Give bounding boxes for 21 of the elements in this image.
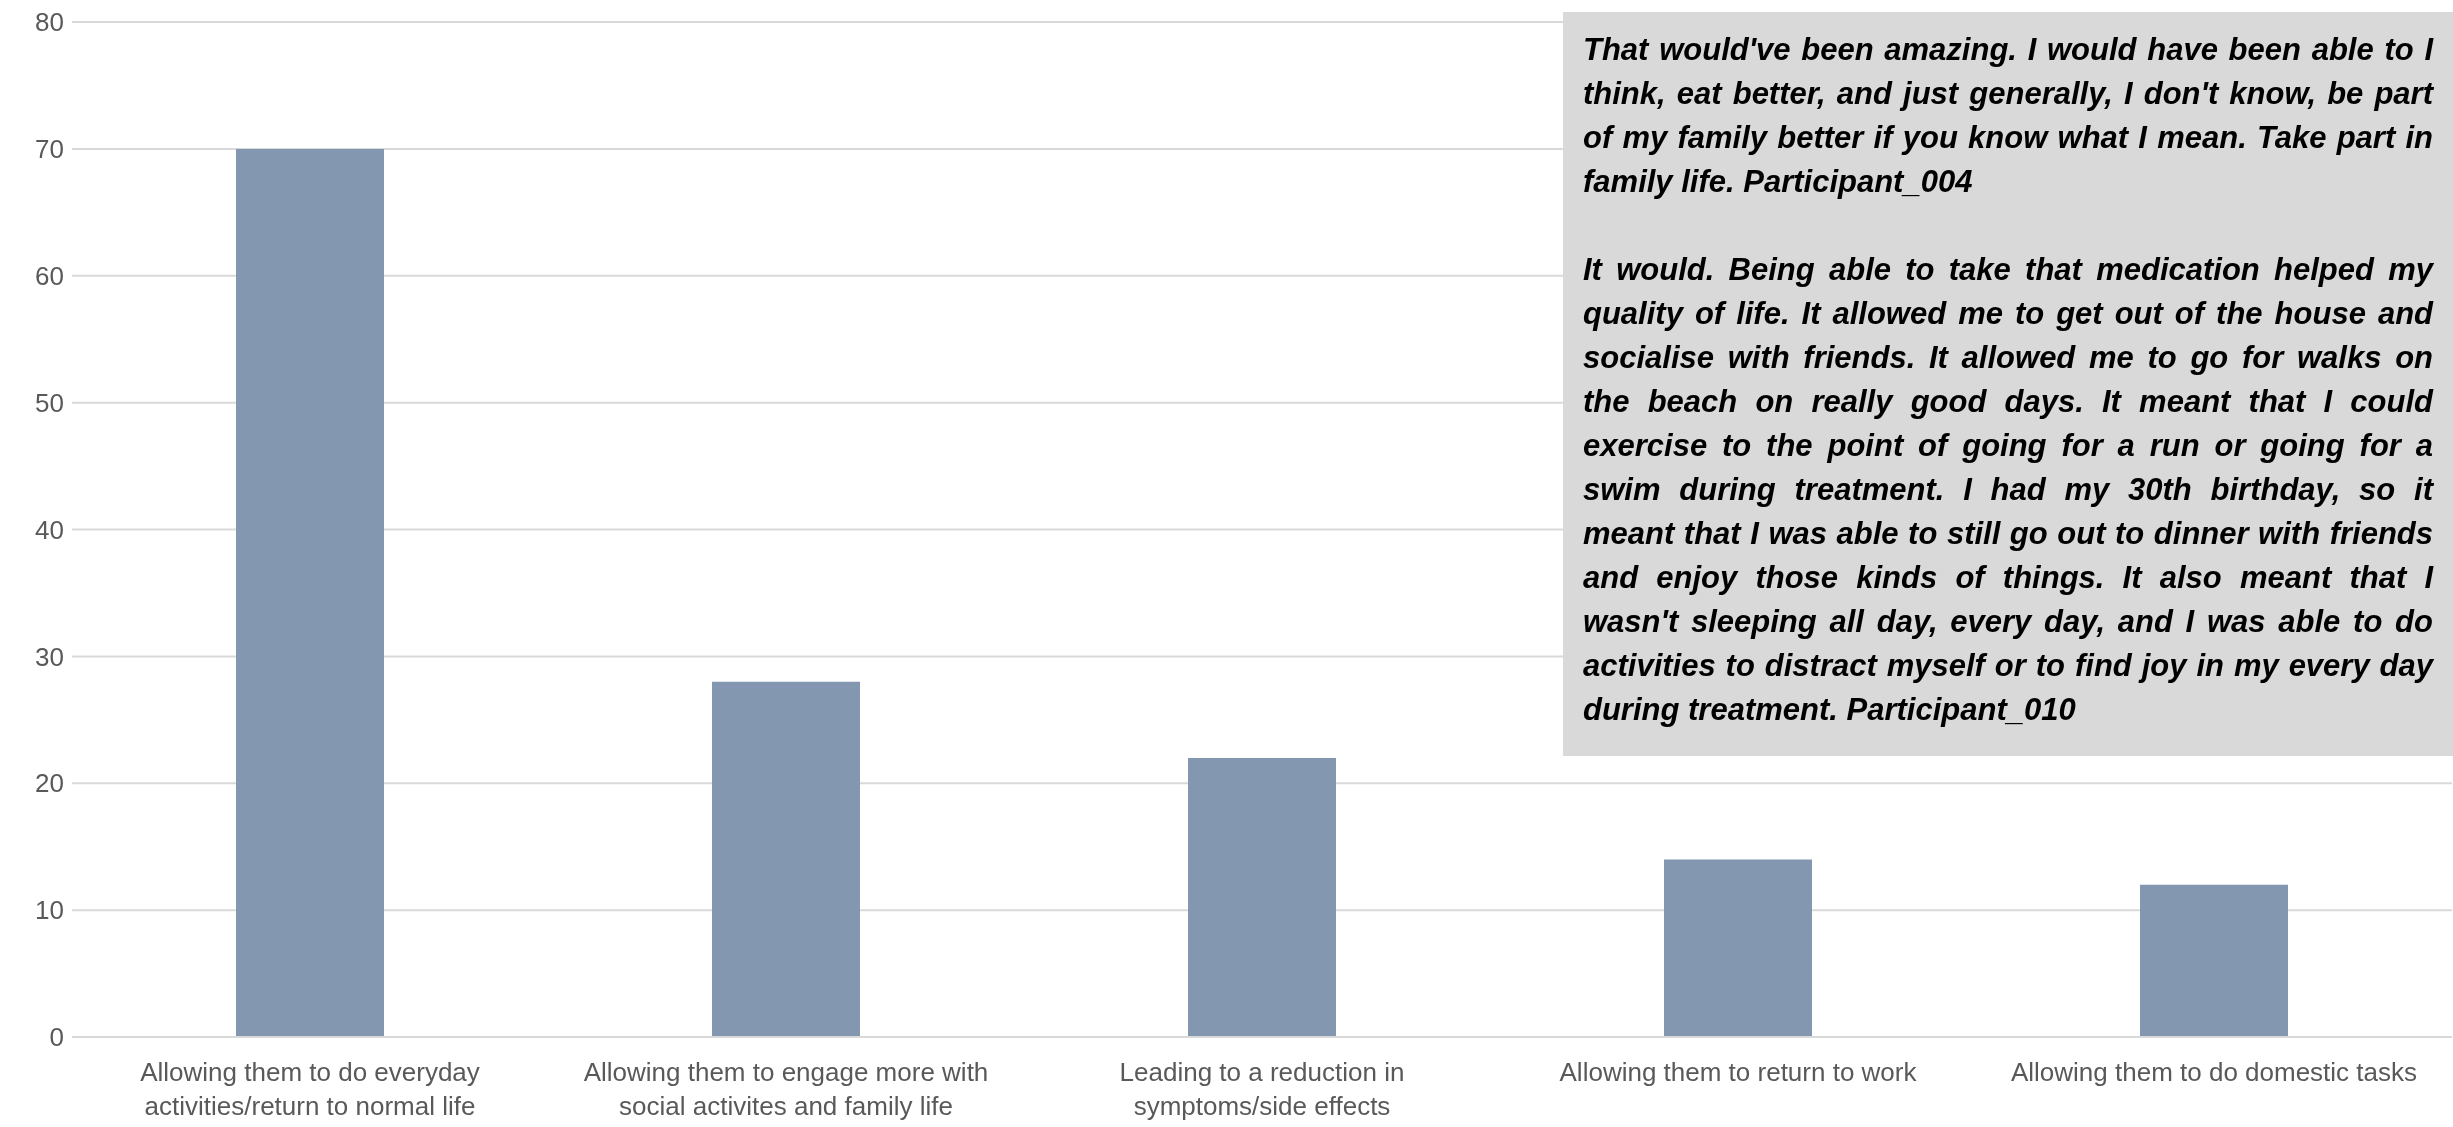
x-tick-label: Allowing them to do domestic tasks bbox=[2010, 1057, 2418, 1087]
bar bbox=[712, 681, 860, 1037]
x-tick-label: Allowing them to do everyday activities/return to normal life bbox=[140, 1057, 480, 1121]
y-tick-label: 20 bbox=[35, 768, 64, 799]
y-tick-label: 80 bbox=[35, 7, 64, 38]
bar bbox=[2140, 884, 2288, 1037]
x-tick-label: Allowing them to engage more with social activites and family life bbox=[583, 1057, 989, 1121]
annotation: That would've been amazing. I would have been able to I think, eat better, and just generally, I don't know, be part of my family better if you know what I mean. Take part in family life. Participant_004 bbox=[1583, 31, 2433, 201]
bar bbox=[1188, 757, 1336, 1037]
y-tick-label: 70 bbox=[35, 134, 64, 165]
y-tick-label: 50 bbox=[35, 387, 64, 418]
bar bbox=[1664, 859, 1812, 1037]
x-tick-label: Allowing them to return to work bbox=[1559, 1057, 1918, 1087]
y-tick-label: 0 bbox=[49, 1022, 64, 1053]
y-tick-label: 40 bbox=[35, 514, 64, 545]
y-tick-label: 10 bbox=[35, 895, 64, 926]
text: It would. Being able to take that medication helped my quality of life. It allowed me to get out of the house and socialise with friends. It allowed me to go for walks on the beach on really good days. It meant that I could exercise to the point of going for a run or going for a swim during treatment. I had my 30th birthday, so it meant that I was able to still go out to dinner with friends and enjoy those kinds of things. It also meant that I wasn't sleeping all day, every day, and I was able to do activities to distract myself or to find joy in my every day during treatment. Participant_010 bbox=[1583, 252, 2433, 727]
bar bbox=[236, 148, 384, 1037]
x-tick-label: Leading to a reduction in symptoms/side effects bbox=[1119, 1057, 1405, 1121]
y-tick-label: 30 bbox=[35, 641, 64, 672]
y-tick-label: 60 bbox=[35, 260, 64, 291]
